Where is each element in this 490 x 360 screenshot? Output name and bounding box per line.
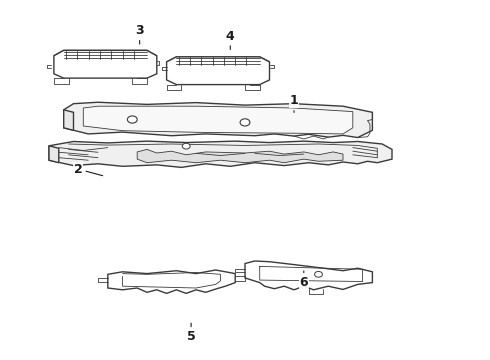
Polygon shape [49,146,59,163]
Polygon shape [54,50,157,78]
Polygon shape [54,50,157,59]
Text: 2: 2 [74,163,103,176]
Polygon shape [83,106,353,134]
Text: 3: 3 [135,24,144,44]
Circle shape [315,271,322,277]
Polygon shape [167,57,270,85]
Circle shape [182,143,190,149]
Text: 4: 4 [226,30,235,49]
Text: 6: 6 [299,271,308,289]
Polygon shape [108,270,235,293]
Polygon shape [49,141,392,167]
Text: 5: 5 [187,323,196,343]
Circle shape [240,119,250,126]
Polygon shape [64,102,372,138]
Polygon shape [245,261,372,290]
Text: 1: 1 [290,94,298,112]
Polygon shape [137,149,343,163]
Circle shape [127,116,137,123]
Polygon shape [64,110,74,130]
Polygon shape [167,57,270,66]
